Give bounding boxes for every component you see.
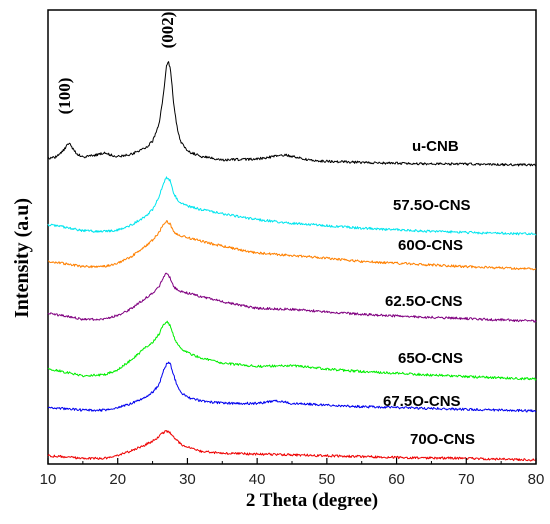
series-layer (47, 61, 537, 462)
x-tick-label: 10 (40, 471, 57, 488)
series-line-60O-CNS (47, 220, 536, 271)
x-tick-label: 30 (179, 471, 196, 488)
x-tick-label: 70 (458, 471, 475, 488)
series-label: 62.5O-CNS (385, 293, 463, 310)
series-label: 67.5O-CNS (383, 393, 461, 410)
series-label: 57.5O-CNS (393, 197, 471, 214)
series-line-u-CNB (47, 61, 537, 167)
x-tick-label: 40 (249, 471, 266, 488)
series-labels: u-CNB 57.5O-CNS 60O-CNS 62.5O-CNS 65O-CNS 67.… (383, 138, 475, 448)
series-line-70O-CNS (47, 430, 537, 462)
y-axis-title: Intensity (a.u) (11, 198, 33, 318)
peak-annotation: (100) (55, 78, 74, 115)
series-line-57.5O-CNS (47, 176, 537, 236)
series-label: 60O-CNS (398, 237, 463, 254)
x-tick-label: 60 (388, 471, 405, 488)
series-label: u-CNB (412, 138, 459, 155)
peak-annotation: (002) (158, 12, 177, 49)
x-tick-label: 80 (528, 471, 545, 488)
series-line-67.5O-CNS (47, 361, 537, 413)
series-label: 65O-CNS (398, 350, 463, 367)
series-label: 70O-CNS (410, 431, 475, 448)
peak-annotations: (100) (002) (55, 12, 177, 115)
x-tick-label: 20 (109, 471, 126, 488)
series-line-62.5O-CNS (47, 272, 537, 323)
x-axis-title: 2 Theta (degree) (246, 490, 378, 511)
series-line-65O-CNS (47, 320, 537, 381)
x-tick-label: 50 (319, 471, 336, 488)
x-axis-ticks: 10 20 30 40 50 60 70 80 (40, 458, 545, 488)
